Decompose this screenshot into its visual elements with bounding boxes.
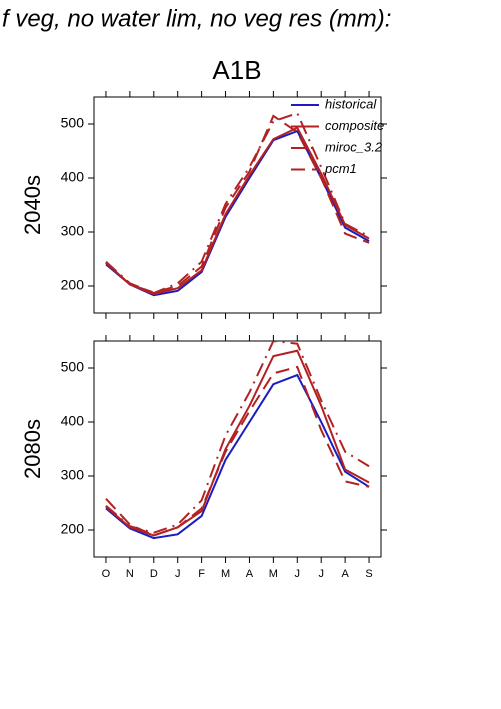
chart-subtitle: A1B — [212, 55, 261, 85]
x-tick-label: J — [175, 568, 181, 580]
plot-area — [105, 111, 370, 297]
series-line — [105, 341, 370, 534]
x-tick-label: J — [318, 568, 324, 580]
x-tick-label: S — [365, 568, 372, 580]
y-tick-label: 400 — [61, 169, 85, 185]
series-line — [105, 365, 370, 537]
y-axis-label: 2080s — [20, 419, 45, 479]
x-tick-label: A — [246, 568, 254, 580]
series-line — [105, 114, 370, 294]
x-tick-label: A — [341, 568, 349, 580]
series-line — [105, 129, 370, 297]
series-line — [105, 349, 370, 537]
series-line — [105, 373, 370, 540]
x-tick-label: F — [198, 568, 205, 580]
series-line — [105, 111, 370, 295]
x-tick-label: D — [150, 568, 158, 580]
y-tick-label: 500 — [61, 359, 85, 375]
x-tick-label: M — [221, 568, 230, 580]
series-line — [105, 126, 370, 296]
plot-frame — [93, 96, 382, 314]
legend-label: composite — [325, 118, 384, 133]
legend-label: pcm1 — [324, 161, 357, 176]
y-axis-label: 2040s — [20, 175, 45, 235]
y-tick-label: 500 — [61, 115, 85, 131]
plot-area — [105, 341, 370, 540]
x-tick-label: O — [102, 568, 111, 580]
y-tick-label: 400 — [61, 413, 85, 429]
x-tick-label: J — [295, 568, 301, 580]
legend-label: miroc_3.2 — [325, 139, 383, 154]
y-tick-label: 200 — [61, 521, 85, 537]
page-title: f veg, no water lim, no veg res (mm): — [2, 5, 391, 32]
x-tick-label: M — [269, 568, 278, 580]
y-tick-label: 300 — [61, 467, 85, 483]
y-tick-label: 200 — [61, 277, 85, 293]
y-tick-label: 300 — [61, 223, 85, 239]
legend-label: historical — [325, 96, 377, 111]
plot-frame — [93, 340, 382, 558]
x-tick-label: N — [126, 568, 134, 580]
